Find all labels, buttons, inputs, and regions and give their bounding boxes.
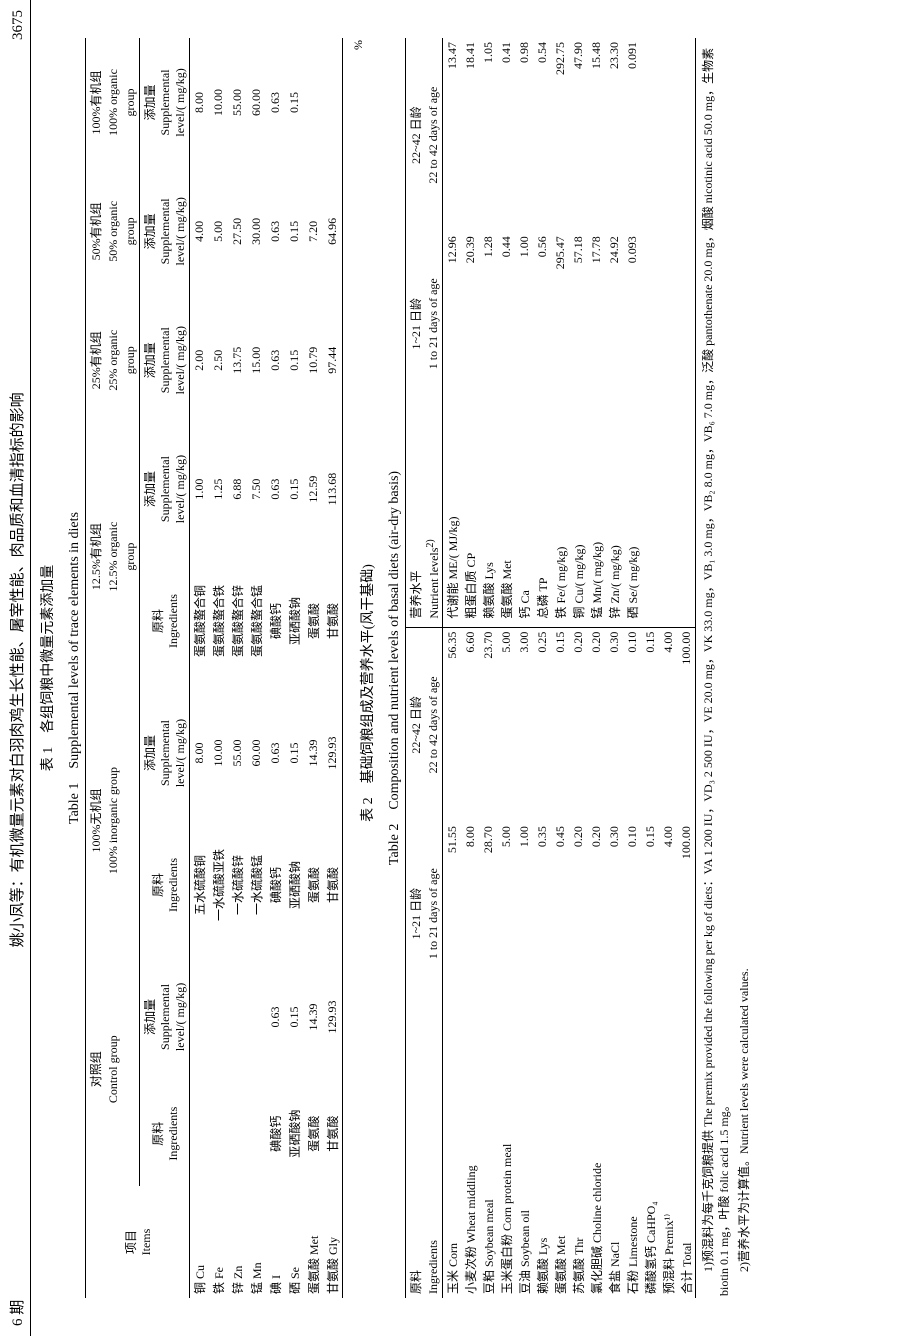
table-row: 氯化胆碱 Choline chloride0.200.20锰 Mn/( mg/k… xyxy=(587,38,605,1298)
t2-pct: % xyxy=(351,40,366,50)
table-row: 甘氨酸 Gly甘氨酸129.93甘氨酸129.93甘氨酸113.6897.446… xyxy=(323,38,343,1298)
header-right: 3675 xyxy=(10,10,27,40)
t1-g5-cn: 100%有机组 xyxy=(89,70,103,134)
t1-g2-cn: 12.5%有机组 xyxy=(89,523,103,590)
t1-g2-en: 12.5% organic xyxy=(106,522,120,592)
t1-rowhead-cn: 项目 xyxy=(124,1230,138,1254)
table2: 原料 1~21 日龄 22~42 日龄 营养水平 1~21 日龄 22~42 日… xyxy=(405,38,696,1298)
table1-caption-en: Table 1 Supplemental levels of trace ele… xyxy=(63,0,83,1336)
footnote-1: 1)预混料为每千克饲粮提供 The premix provided the fo… xyxy=(700,40,732,1296)
header-center: 姚小凤等：有机微量元素对白羽肉鸡生长性能、屠宰性能、肉品质和血清指标的影响 xyxy=(6,392,27,947)
table-row: 锌 Zn一水硫酸锌55.00蛋氨酸螯合锌6.8813.7527.5055.00 xyxy=(228,38,247,1298)
table-row: 豆油 Soybean oil1.003.00钙 Ca1.000.98 xyxy=(515,38,533,1298)
table1-caption-cn: 表 1 各组饲粮中微量元素添加量 xyxy=(37,0,57,1336)
t1-g5-en: 100% organic xyxy=(106,69,120,136)
table-row: 预混料 Premix¹⁾4.004.00 xyxy=(659,38,677,1298)
t1-g1-en: 100% inorganic group xyxy=(106,767,120,874)
table-row: 铜 Cu五水硫酸铜8.00蛋氨酸螯合铜1.002.004.008.00 xyxy=(190,38,210,1298)
t1-g3-en: 25% organic xyxy=(106,330,120,391)
t1-g5-en2: group xyxy=(123,88,137,116)
t1-g4-en: 50% organic xyxy=(106,201,120,262)
t1-rowhead-en: Items xyxy=(139,1229,153,1256)
table-row: 锰 Mn一水硫酸锰60.00蛋氨酸螯合锰7.5015.0030.0060.00 xyxy=(247,38,266,1298)
table-row: 小麦次粉 Wheat middling8.006.60粗蛋白质 CP20.391… xyxy=(461,38,479,1298)
t1-g4-en2: group xyxy=(123,217,137,245)
table-row: 玉米 Corn51.5556.35代谢能 ME/( MJ/kg)12.9613.… xyxy=(443,38,462,1298)
t1-g3-cn: 25%有机组 xyxy=(89,331,103,389)
table-row: 蛋氨酸 Met0.450.15铁 Fe/( mg/kg)295.47292.75 xyxy=(551,38,569,1298)
footnote-2: 2)营养水平为计算值。Nutrient levels were calculat… xyxy=(736,40,752,1296)
table2-caption-cn: 表 2 基础饲粮组成及营养水平(风干基础) xyxy=(357,0,377,1336)
table-row: 铁 Fe一水硫酸亚铁10.00蛋氨酸螯合铁1.252.505.0010.00 xyxy=(209,38,228,1298)
t1-g1-cn: 100%无机组 xyxy=(89,789,103,853)
table-row: 食盐 NaCl0.300.30锌 Zn/( mg/kg)24.9223.30 xyxy=(605,38,623,1298)
page-header: 6 期 姚小凤等：有机微量元素对白羽肉鸡生长性能、屠宰性能、肉品质和血清指标的影… xyxy=(0,0,31,1336)
table-row: 磷酸氢钙 CaHPO₄0.150.15 xyxy=(641,38,659,1298)
table-row: 豆粕 Soybean meal28.7023.70赖氨酸 Lys1.281.05 xyxy=(479,38,497,1298)
table-row: 赖氨酸 Lys0.350.25总磷 TP0.560.54 xyxy=(533,38,551,1298)
t1-g3-en2: group xyxy=(123,346,137,374)
t1-g0-en: Control group xyxy=(106,1035,120,1103)
table1: 项目 Items 对照组 100%无机组 12.5%有机组 25%有机组 50%… xyxy=(85,38,343,1298)
t1-g4-cn: 50%有机组 xyxy=(89,202,103,260)
table-row: 玉米蛋白粉 Corn protein meal5.005.00蛋氨酸 Met0.… xyxy=(497,38,515,1298)
table-row: 苏氨酸 Thr0.200.20铜 Cu/( mg/kg)57.1847.90 xyxy=(569,38,587,1298)
header-left: 6 期 xyxy=(6,1300,27,1326)
t1-g2-en2: group xyxy=(123,543,137,571)
table-row: 合计 Total100.00100.00 xyxy=(677,38,696,1298)
table-row: 碘 I碘酸钙0.63碘酸钙0.63碘酸钙0.630.630.630.63 xyxy=(266,38,285,1298)
table-row: 硒 Se亚硒酸钠0.15亚硒酸钠0.15亚硒酸钠0.150.150.150.15 xyxy=(285,38,304,1298)
t1-g0-cn: 对照组 xyxy=(89,1051,103,1087)
table2-caption-en: Table 2 Composition and nutrient levels … xyxy=(383,0,403,1336)
table-row: 蛋氨酸 Met蛋氨酸14.39蛋氨酸14.39蛋氨酸12.5910.797.20 xyxy=(304,38,323,1298)
table-row: 石粉 Limestone0.100.10硒 Se/( mg/kg)0.0930.… xyxy=(623,38,641,1298)
